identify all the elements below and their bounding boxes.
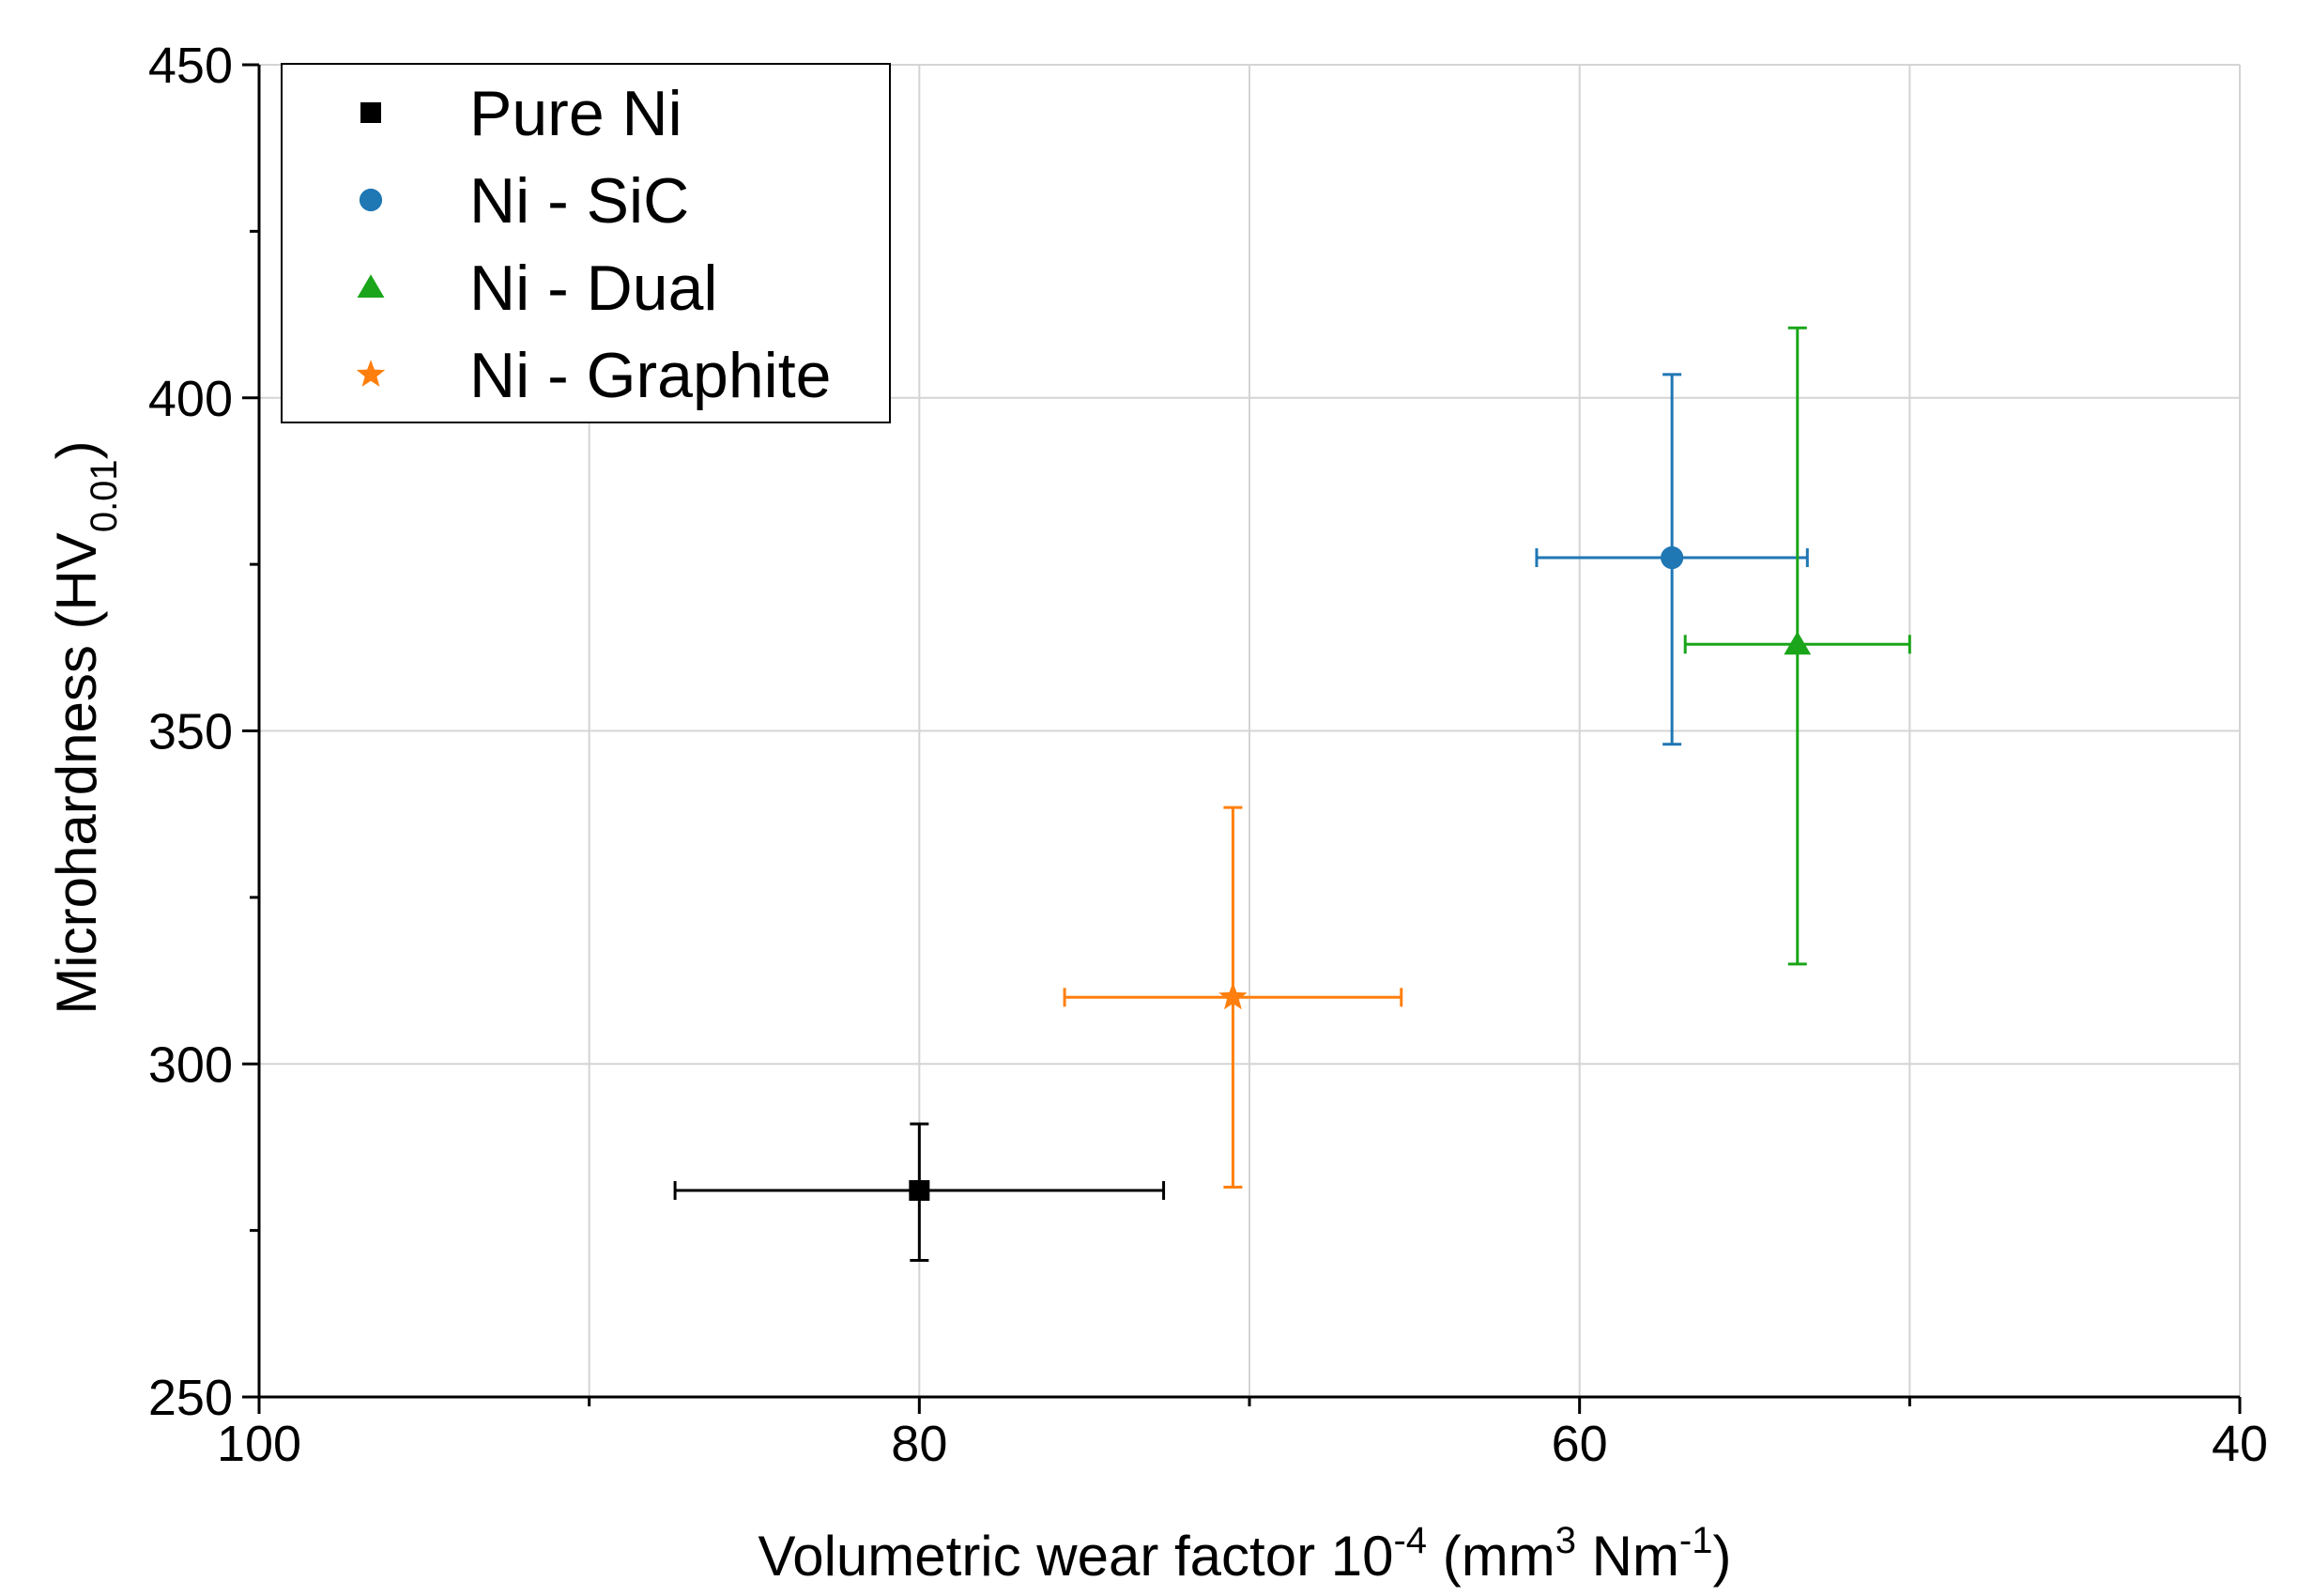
x-tick-label: 100	[217, 1416, 301, 1472]
data-point	[1661, 545, 1684, 570]
legend-label: Ni - Graphite	[469, 340, 831, 411]
series-ni-graphite	[1063, 806, 1403, 1189]
legend-item: Pure Ni	[360, 78, 682, 149]
ticks: 100 80 60 40 250 300 350 400 450	[148, 38, 2268, 1472]
legend-item: Ni - Dual	[357, 253, 718, 324]
x-axis-label: Volumetric wear factor 10-4 (mm3 Nm-1)	[758, 1520, 1732, 1588]
data-point	[1784, 631, 1812, 655]
legend-marker	[360, 102, 381, 123]
y-tick-label: 400	[148, 371, 233, 427]
data-series	[673, 326, 1911, 1263]
legend: Pure Ni Ni - SiC Ni - Dual Ni - Graphite	[281, 63, 891, 423]
series-pure-ni	[673, 1122, 1166, 1263]
y-tick-label: 250	[148, 1370, 233, 1426]
legend-item: Ni - SiC	[359, 165, 689, 237]
legend-marker	[357, 274, 385, 298]
legend-label: Pure Ni	[469, 78, 682, 149]
legend-label: Ni - Dual	[469, 253, 718, 324]
data-point	[909, 1180, 930, 1202]
data-point	[1218, 982, 1248, 1010]
y-tick-label: 300	[148, 1036, 233, 1093]
x-tick-label: 60	[1552, 1416, 1608, 1472]
y-axis-label: Microhardness (HV0.01)	[45, 440, 125, 1014]
x-tick-label: 40	[2212, 1416, 2268, 1472]
legend-marker	[359, 188, 383, 212]
series-ni-sic	[1535, 373, 1809, 746]
y-tick-label: 450	[148, 38, 233, 94]
series-ni-dual	[1683, 326, 1911, 966]
y-tick-label: 350	[148, 704, 233, 760]
legend-item: Ni - Graphite	[356, 340, 831, 411]
legend-marker	[356, 360, 386, 387]
gridlines	[259, 64, 2241, 1397]
legend-label: Ni - SiC	[469, 165, 689, 237]
x-tick-label: 80	[891, 1416, 947, 1472]
legend-box	[281, 63, 891, 423]
